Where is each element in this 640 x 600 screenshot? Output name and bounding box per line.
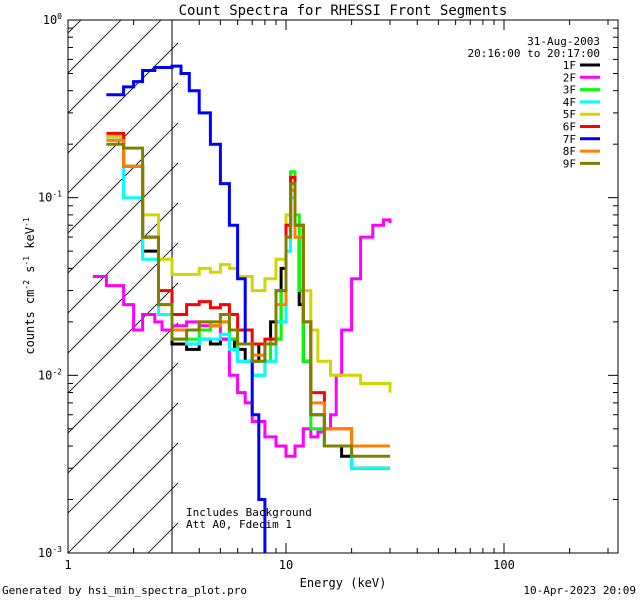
hatch-line — [68, 122, 178, 234]
y-tick-label-exp: -1 — [52, 190, 62, 199]
series-line-4F — [106, 135, 390, 470]
note-background: Includes Background — [186, 506, 312, 519]
hatch-line — [68, 42, 178, 154]
plot-frame — [67, 19, 619, 554]
y-axis-label-exp3: -1 — [22, 217, 31, 227]
y-axis-label-mid2: keV — [23, 227, 37, 256]
footer-timestamp: 10-Apr-2023 20:09 — [523, 584, 636, 597]
chart-title: Count Spectra for RHESSI Front Segments — [179, 3, 508, 19]
attenuator-hatch-region — [0, 0, 640, 553]
hatch-line — [68, 20, 162, 114]
hatch-line — [68, 162, 178, 274]
legend-label-2F: 2F — [563, 71, 576, 84]
date-annotation: 31-Aug-2003 — [527, 35, 600, 48]
y-axis-label-mid1: s — [23, 266, 37, 280]
y-tick-label: 10-3 — [38, 545, 62, 560]
legend-label-9F: 9F — [563, 157, 576, 170]
series-line-1F — [106, 135, 390, 470]
y-axis-label-exp1: -2 — [22, 280, 31, 290]
legend-label-8F: 8F — [563, 145, 576, 158]
hatch-line — [68, 362, 178, 474]
y-axis-label: counts cm-2 s-1 keV-1 — [22, 217, 37, 354]
y-tick-label-base: 10 — [38, 191, 52, 205]
hatch-line — [68, 242, 178, 354]
x-tick-label: 10 — [279, 558, 293, 572]
hatch-line — [68, 20, 122, 74]
series-line-3F — [106, 135, 390, 470]
y-tick-label-exp: -3 — [52, 545, 62, 554]
y-tick-label-base: 10 — [38, 546, 52, 560]
y-axis-label-exp2: -1 — [22, 256, 31, 266]
generated-by-footer: Generated by hsi_min_spectra_plot.pro — [2, 584, 247, 597]
legend-label-7F: 7F — [563, 133, 576, 146]
hatch-line — [68, 282, 178, 394]
hatch-line — [68, 202, 178, 314]
x-axis-label: Energy (keV) — [300, 576, 387, 590]
hatch-line — [68, 442, 178, 553]
hatch-line — [228, 0, 640, 553]
x-tick-label: 100 — [493, 558, 515, 572]
y-tick-label: 10-2 — [38, 367, 62, 382]
x-axis-ticks: 1 10 100 — [64, 20, 609, 572]
hatch-line — [0, 0, 108, 553]
x-tick-label: 1 — [64, 558, 71, 572]
y-tick-label: 100 — [43, 12, 62, 27]
series-line-9F — [106, 142, 390, 458]
time-range-annotation: 20:16:00 to 20:17:00 — [468, 47, 600, 60]
legend-label-4F: 4F — [563, 96, 576, 109]
note-attenuator: Att A0, Fdecim 1 — [186, 518, 292, 531]
legend-label-1F: 1F — [563, 59, 576, 72]
series-line-2F — [92, 218, 392, 458]
legend-label-6F: 6F — [563, 121, 576, 134]
y-tick-label-base: 10 — [43, 13, 57, 27]
y-tick-label: 10-1 — [38, 190, 62, 205]
legend-label-5F: 5F — [563, 108, 576, 121]
hatch-line — [68, 322, 178, 434]
y-tick-label-base: 10 — [38, 368, 52, 382]
series-line-5F — [106, 135, 392, 393]
legend-label-3F: 3F — [563, 84, 576, 97]
hatch-line — [68, 82, 178, 194]
y-tick-label-exp: 0 — [57, 12, 62, 21]
y-tick-label-exp: -2 — [52, 367, 62, 376]
series-line-8F — [106, 138, 390, 448]
hatch-line — [68, 402, 178, 514]
series-layer — [92, 64, 392, 553]
y-axis-label-base: counts cm — [23, 290, 37, 355]
series-line-6F — [106, 131, 390, 448]
